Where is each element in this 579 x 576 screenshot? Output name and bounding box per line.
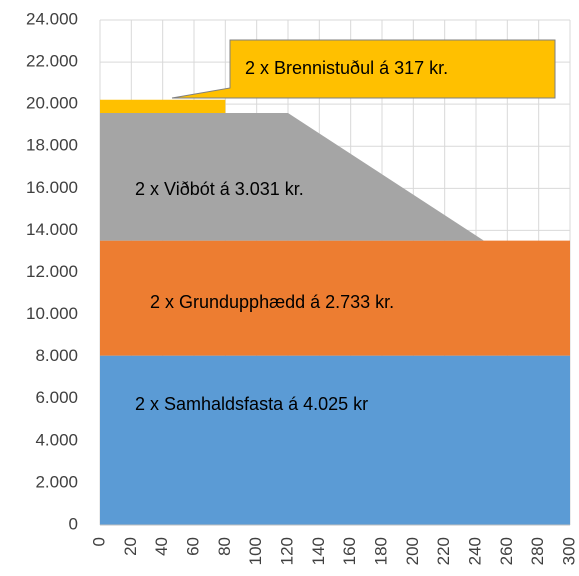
y-tick-label: 8.000: [35, 346, 78, 365]
x-tick-label: 260: [497, 537, 516, 565]
area: [100, 99, 226, 114]
y-tick-label: 6.000: [35, 388, 78, 407]
x-tick-label: 120: [277, 537, 296, 565]
y-tick-label: 22.000: [26, 52, 78, 71]
x-tick-label: 300: [559, 537, 578, 565]
y-tick-label: 0: [69, 514, 78, 533]
x-tick-label: 0: [89, 537, 108, 546]
x-tick-label: 40: [152, 537, 171, 556]
x-tick-label: 100: [246, 537, 265, 565]
x-tick-label: 160: [340, 537, 359, 565]
y-tick-label: 16.000: [26, 178, 78, 197]
area: [100, 240, 570, 356]
x-tick-label: 180: [371, 537, 390, 565]
y-tick-label: 10.000: [26, 304, 78, 323]
y-tick-label: 14.000: [26, 220, 78, 239]
callout: [171, 39, 556, 99]
area-label: 2 x Samhaldsfasta á 4.025 kr: [135, 394, 368, 414]
area: [100, 355, 570, 525]
area-label: 2 x Viðbót á 3.031 kr.: [135, 179, 304, 199]
x-tick-label: 240: [465, 537, 484, 565]
x-tick-label: 220: [434, 537, 453, 565]
area-label: 2 x Grundupphædd á 2.733 kr.: [150, 292, 394, 312]
area: [100, 113, 570, 241]
area-label: 2 x Brennistuðul á 317 kr.: [245, 58, 448, 78]
y-tick-label: 24.000: [26, 9, 78, 28]
y-tick-label: 4.000: [35, 430, 78, 449]
x-tick-label: 20: [121, 537, 140, 556]
y-tick-label: 12.000: [26, 262, 78, 281]
y-tick-label: 2.000: [35, 472, 78, 491]
x-tick-label: 280: [528, 537, 547, 565]
y-tick-label: 18.000: [26, 136, 78, 155]
x-tick-label: 60: [183, 537, 202, 556]
x-tick-label: 80: [215, 537, 234, 556]
x-tick-label: 140: [309, 537, 328, 565]
y-tick-label: 20.000: [26, 94, 78, 113]
x-tick-label: 200: [403, 537, 422, 565]
